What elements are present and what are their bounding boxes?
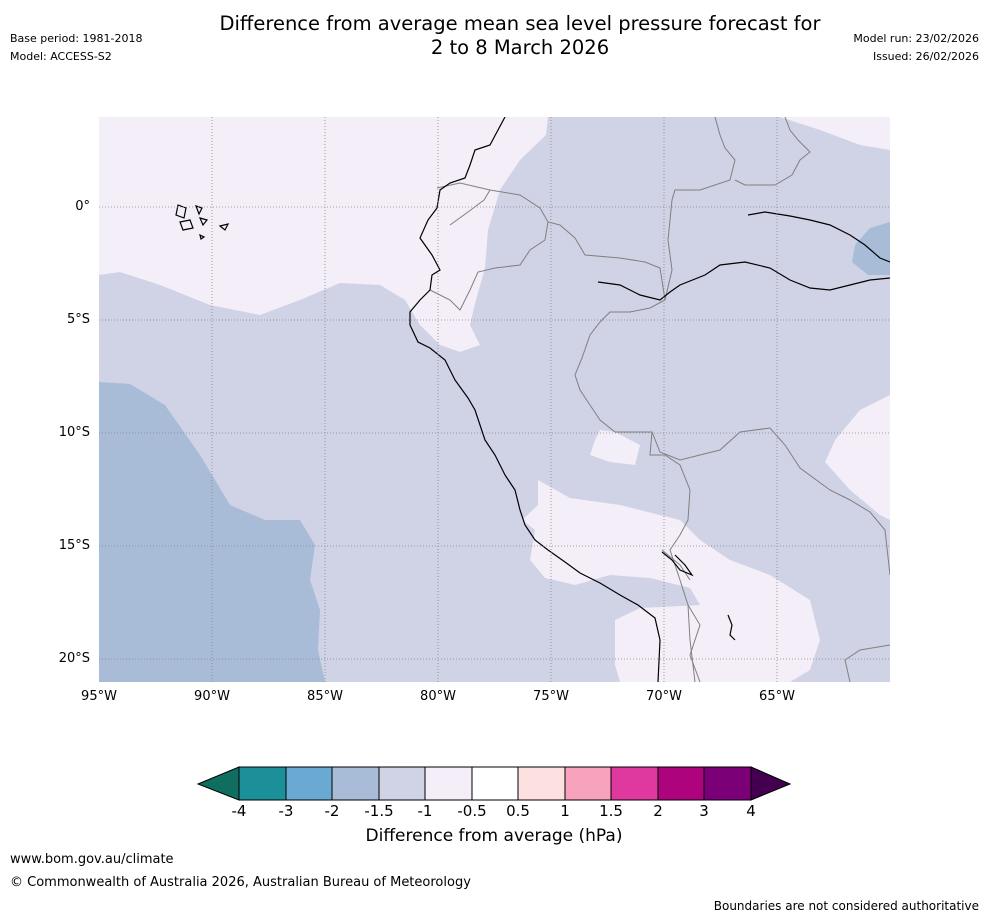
colorbar-tick: 0.5: [506, 802, 530, 820]
colorbar-tick: -3: [278, 802, 294, 820]
colorbar-tick: -1.5: [364, 802, 394, 820]
lon-label-75w: 75°W: [533, 689, 569, 704]
colorbar-swatch: [517, 766, 566, 801]
colorbar-tick: -1: [417, 802, 433, 820]
colorbar-swatch: [703, 766, 752, 801]
lat-label-15s: 15°S: [58, 538, 90, 553]
colorbar-tick: -2: [324, 802, 340, 820]
lon-label-95w: 95°W: [81, 689, 117, 704]
lat-label-0: 0°: [75, 199, 90, 214]
colorbar-extend-high: [750, 766, 792, 801]
gridlines: [99, 117, 890, 682]
boundaries-disclaimer: Boundaries are not considered authoritat…: [713, 899, 979, 913]
title-line-1: Difference from average mean sea level p…: [219, 12, 821, 35]
model-run-label: Model run: 23/02/2026: [853, 32, 979, 45]
colorbar-extend-low: [196, 766, 240, 801]
colorbar-swatch: [657, 766, 705, 801]
colorbar-title: Difference from average (hPa): [365, 826, 623, 846]
colorbar-swatch: [610, 766, 659, 801]
colorbar-tick: -4: [231, 802, 247, 820]
lon-label-90w: 90°W: [194, 689, 230, 704]
map-title: Difference from average mean sea level p…: [150, 12, 890, 60]
title-line-2: 2 to 8 March 2026: [430, 36, 610, 59]
lon-label-80w: 80°W: [420, 689, 456, 704]
colorbar-tick: 1: [560, 802, 570, 820]
colorbar-swatch: [331, 766, 380, 801]
lon-label-70w: 70°W: [646, 689, 682, 704]
colorbar-swatch: [471, 766, 519, 801]
colorbar-tick: 4: [746, 802, 756, 820]
anomaly-region-central: [590, 430, 640, 465]
anomaly-region-northeast: [780, 117, 890, 150]
base-period-label: Base period: 1981-2018: [10, 32, 143, 45]
colorbar-swatch: [285, 766, 333, 801]
model-label: Model: ACCESS-S2: [10, 50, 112, 63]
colorbar-tick: 1.5: [599, 802, 623, 820]
lat-label-10s: 10°S: [58, 425, 90, 440]
lon-label-85w: 85°W: [307, 689, 343, 704]
anomaly-region-east: [825, 395, 890, 520]
colorbar-swatch: [424, 766, 473, 801]
anomaly-region-south: [522, 480, 820, 682]
lat-label-20s: 20°S: [58, 651, 90, 666]
colorbar-swatch: [564, 766, 612, 801]
anomaly-region-amazon: [852, 222, 890, 275]
colorbar-swatch: [378, 766, 426, 801]
lon-label-65w: 65°W: [759, 689, 795, 704]
country-borders: [429, 117, 890, 682]
colorbar-tick: 2: [653, 802, 663, 820]
website-link[interactable]: www.bom.gov.au/climate: [10, 852, 174, 867]
lat-label-5s: 5°S: [66, 312, 90, 327]
issued-label: Issued: 26/02/2026: [872, 50, 979, 63]
copyright-notice: © Commonwealth of Australia 2026, Austra…: [10, 875, 471, 890]
coastlines: [409, 117, 890, 682]
colorbar: [196, 766, 792, 801]
colorbar-swatch: [238, 766, 287, 801]
colorbar-tick: 3: [699, 802, 709, 820]
map-field: [99, 117, 890, 682]
colorbar-tick: -0.5: [457, 802, 487, 820]
